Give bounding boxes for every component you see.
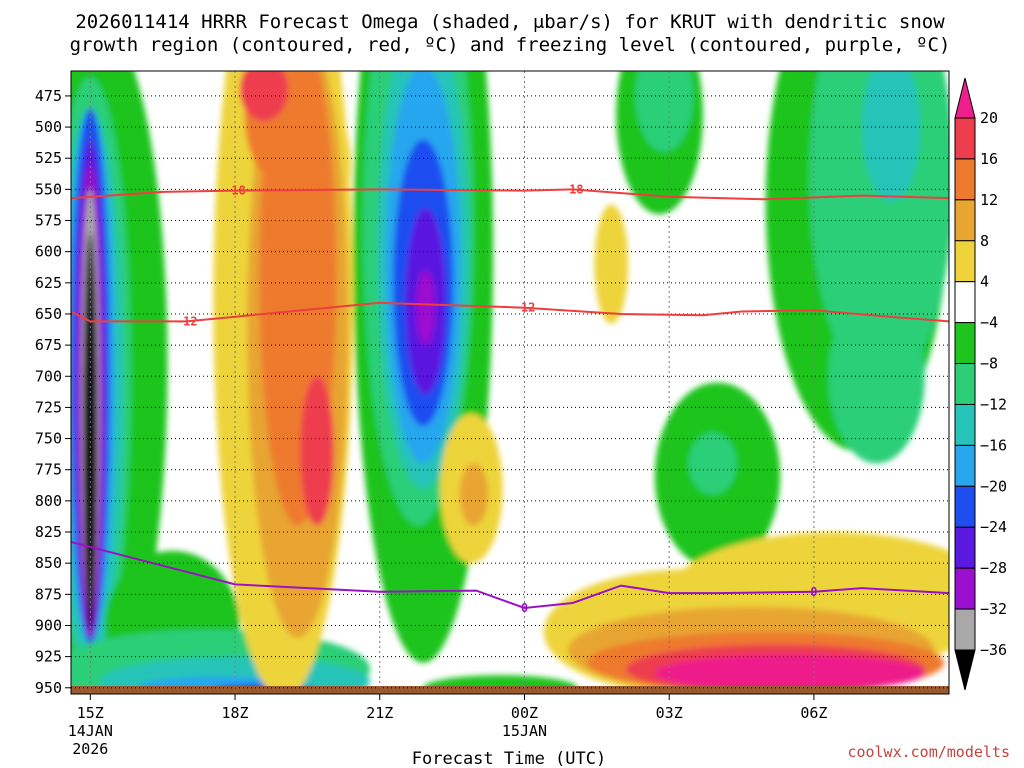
y-tick-label: 500 xyxy=(35,118,62,136)
contour-label: 0 xyxy=(810,585,817,599)
y-tick-label: 875 xyxy=(35,585,62,603)
plot-area: −18 −18 −12 −12 0 0 xyxy=(71,71,949,694)
x-tick-label: 15Z xyxy=(77,704,104,722)
y-tick-label: 725 xyxy=(35,398,62,416)
x-tick-label: 00Z xyxy=(511,704,538,722)
colorbar-segment xyxy=(954,322,976,365)
y-tick-label: 475 xyxy=(35,87,62,105)
contour-line xyxy=(71,301,949,323)
y-tick-label: 750 xyxy=(35,430,62,448)
colorbar-label: −16 xyxy=(980,436,1007,454)
y-tick-label: 600 xyxy=(35,243,62,261)
lowlevel-subsidence-pink xyxy=(654,654,925,692)
colorbar-segment xyxy=(954,608,976,651)
contour-label: −18 xyxy=(224,184,246,198)
y-tick-label: 800 xyxy=(35,492,62,510)
temperature-contours: −18 −18 −12 −12 0 0 xyxy=(71,182,949,615)
colorbar-segment xyxy=(954,199,976,242)
colorbar-label: −4 xyxy=(980,314,998,332)
y-tick-label: 950 xyxy=(35,679,62,697)
yellow-lobe-upper xyxy=(594,204,629,324)
right-column-teal xyxy=(862,71,921,202)
y-tick-label: 550 xyxy=(35,180,62,198)
chart-title-line1: 2026011414 HRRR Forecast Omega (shaded, … xyxy=(75,11,945,33)
y-tick-label: 700 xyxy=(35,367,62,385)
colorbar-segment xyxy=(954,485,976,528)
subsidence-upper-red xyxy=(239,71,289,121)
x-tick-label: 06Z xyxy=(800,704,827,722)
contour-line xyxy=(71,541,949,610)
contour-label: 0 xyxy=(521,601,528,615)
x-tick-label: 03Z xyxy=(656,704,683,722)
colorbar-label: 16 xyxy=(980,150,998,168)
x-tick-label: 21Z xyxy=(366,704,393,722)
credit-text: coolwx.com/modelts xyxy=(847,743,1010,761)
grid-lines xyxy=(71,71,949,694)
right-lower-mgreen xyxy=(828,289,925,464)
x-tick-year: 2026 xyxy=(72,740,108,758)
colorbar-label: 8 xyxy=(980,232,989,250)
colorbar-label: −20 xyxy=(980,477,1007,495)
y-tick-label: 525 xyxy=(35,149,62,167)
colorbar-label: 12 xyxy=(980,191,998,209)
colorbar: 20 16 12 8 4 −4 −8 −12 −16 −20 −24 −28 −32 −36 xyxy=(954,77,1007,691)
y-tick-label: 575 xyxy=(35,212,62,230)
colorbar-segment xyxy=(954,526,976,569)
x-axis-title: Forecast Time (UTC) xyxy=(412,749,606,768)
colorbar-label: −8 xyxy=(980,355,998,373)
colorbar-bottom-arrow xyxy=(954,649,976,691)
yellow-lobe-gold xyxy=(459,463,489,526)
colorbar-label: 4 xyxy=(980,273,989,291)
colorbar-segment xyxy=(954,240,976,283)
colorbar-segment xyxy=(954,363,976,405)
contour-label: −12 xyxy=(514,301,536,315)
y-tick-label: 625 xyxy=(35,274,62,292)
colorbar-segment xyxy=(954,403,976,446)
subsidence-lower-red xyxy=(300,376,334,526)
colorbar-segment xyxy=(954,117,976,160)
colorbar-label: −36 xyxy=(980,641,1007,659)
colorbar-label: 20 xyxy=(980,109,998,127)
mid-lower-mgreen xyxy=(688,432,737,495)
colorbar-segment xyxy=(954,158,976,201)
y-tick-label: 825 xyxy=(35,523,62,541)
colorbar-segment xyxy=(954,567,976,610)
x-tick-date: 15JAN xyxy=(502,722,547,740)
y-tick-label: 650 xyxy=(35,305,62,323)
y-tick-label: 775 xyxy=(35,461,62,479)
y-tick-label: 900 xyxy=(35,616,62,634)
y-axis-pressure: 475 500 525 550 575 600 625 650 675 700 725 750 775 8… xyxy=(35,87,71,697)
colorbar-label: −12 xyxy=(980,395,1007,413)
contour-line xyxy=(71,188,949,201)
colorbar-label: −24 xyxy=(980,518,1007,536)
colorbar-label: −32 xyxy=(980,600,1007,618)
y-tick-label: 675 xyxy=(35,336,62,354)
colorbar-label: −28 xyxy=(980,559,1007,577)
plot-frame xyxy=(70,70,950,695)
x-tick-label: 18Z xyxy=(221,704,248,722)
colorbar-segment xyxy=(954,444,976,487)
upward-band-core xyxy=(415,270,436,346)
terrain-ground xyxy=(71,686,949,694)
colorbar-segment xyxy=(954,281,976,324)
y-tick-label: 925 xyxy=(35,648,62,666)
chart-title-line2: growth region (contoured, red, ºC) and f… xyxy=(70,34,951,56)
colorbar-top-arrow xyxy=(954,77,976,119)
x-tick-date: 14JAN xyxy=(68,722,113,740)
contour-label: −18 xyxy=(562,182,584,196)
right-upper-mgreen xyxy=(635,71,694,152)
contour-label: −12 xyxy=(176,314,198,328)
y-tick-label: 850 xyxy=(35,554,62,572)
